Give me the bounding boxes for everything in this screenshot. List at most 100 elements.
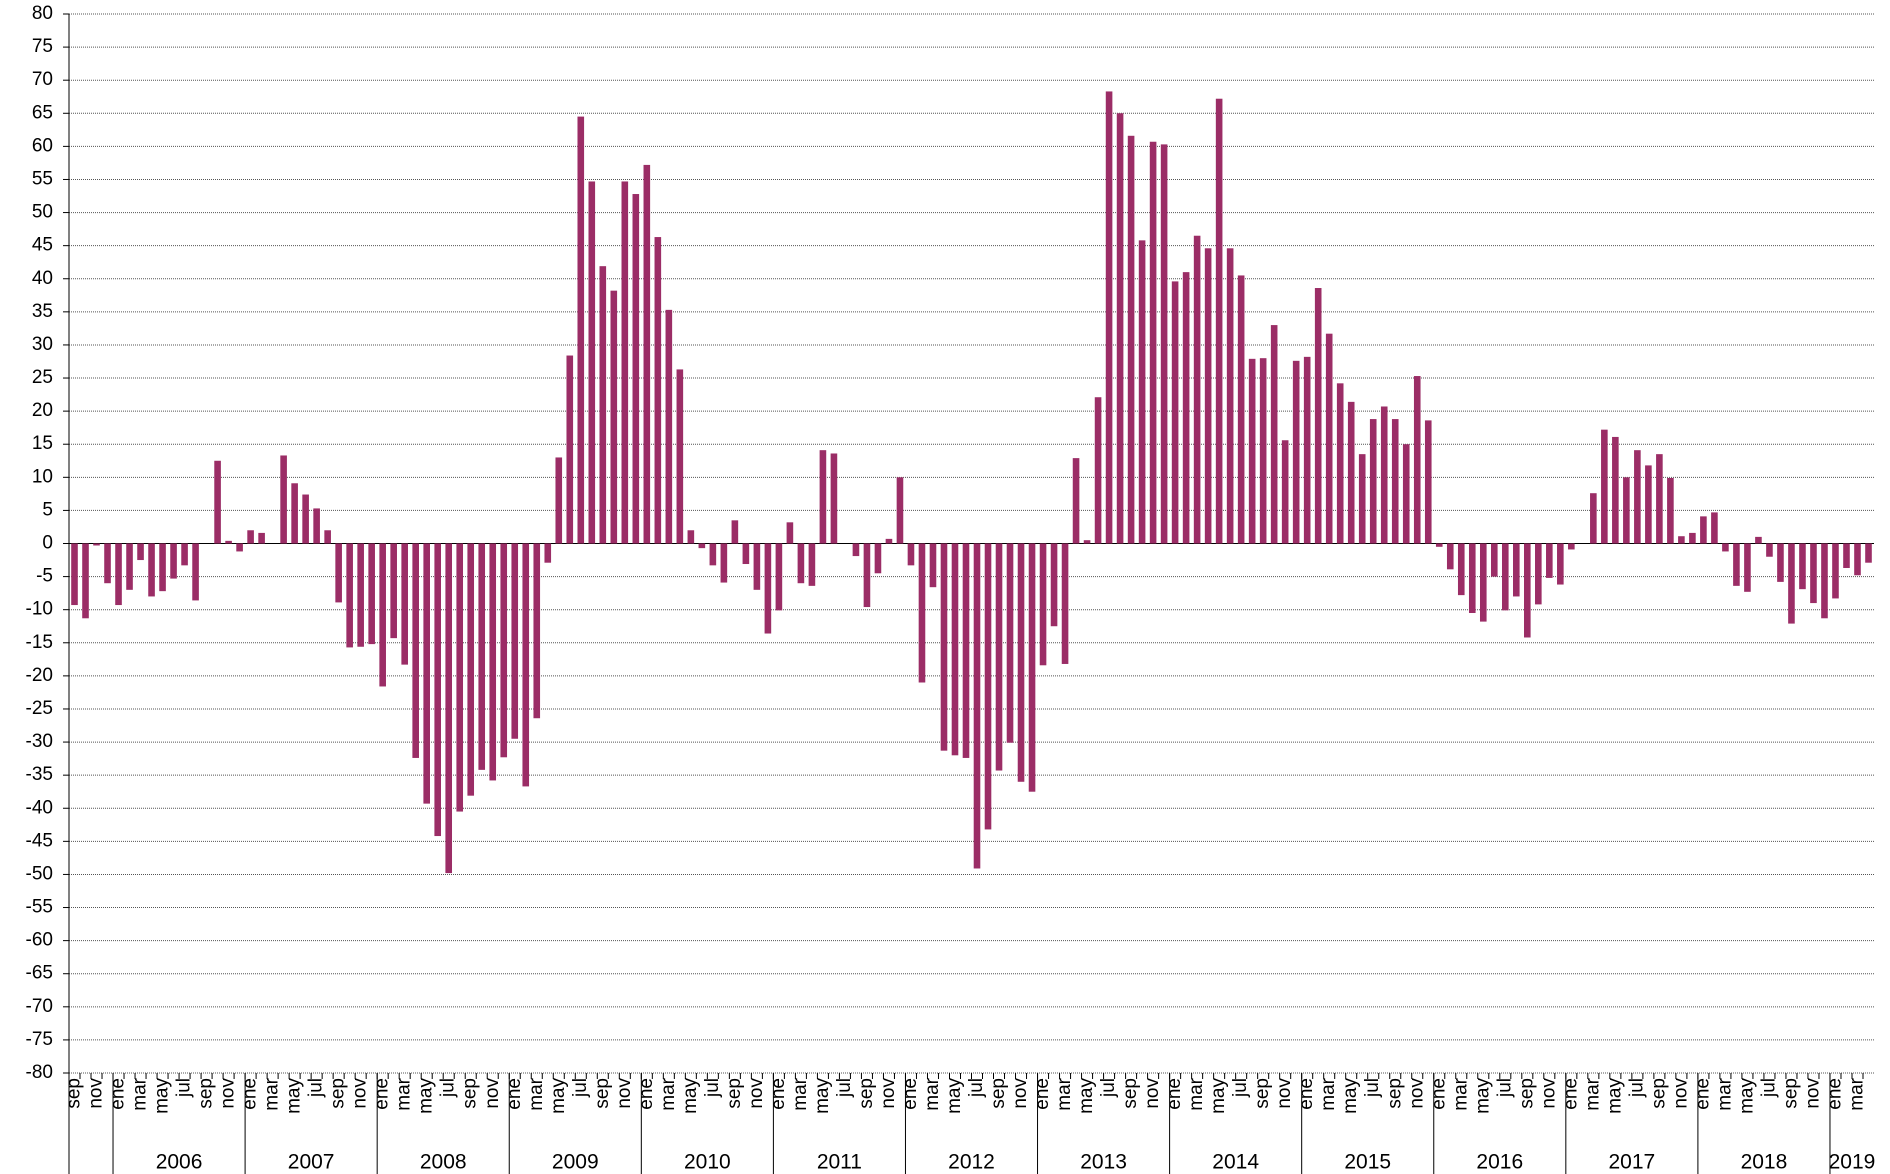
x-tick-label: nov [1538,1078,1559,1109]
bar [1138,240,1146,544]
x-tick-label: mar [1847,1077,1868,1110]
bar [313,508,320,544]
bar [1788,543,1795,624]
x-tick-label: nov [350,1078,371,1109]
bar [808,543,816,586]
x-tick-label: jul [1494,1078,1515,1098]
y-tick-label: 5 [42,499,53,520]
bar [786,522,794,544]
bar [1535,543,1542,605]
x-tick-label: may [1472,1078,1493,1114]
bar [401,543,408,665]
bar [1634,450,1641,544]
bar [1303,356,1311,544]
bar [973,543,981,869]
x-tick-label: sep [1780,1078,1801,1109]
y-tick-label: 10 [32,466,53,487]
bar [544,543,552,563]
bar [1017,543,1025,782]
x-tick-label: ene [1296,1078,1317,1110]
bar [478,543,486,770]
bar [775,543,783,611]
bar [1006,543,1014,743]
x-tick-label: sep [1120,1078,1141,1109]
bar [731,520,739,544]
x-tick-label: nov [482,1078,503,1109]
bar [1755,536,1762,544]
bar [1237,275,1245,544]
bar [302,494,309,544]
bar [1094,397,1102,544]
x-tick-label: may [1736,1078,1757,1114]
bar [522,543,530,787]
x-tick-label: may [152,1078,173,1114]
bar [258,532,265,544]
y-tick-label: 40 [32,268,53,289]
bar [819,450,827,544]
y-tick-label: -40 [26,797,53,818]
bar [1590,493,1597,544]
bar [1039,543,1047,666]
x-tick-label: may [944,1078,965,1114]
y-tick-label: -70 [26,996,53,1017]
bar [1336,383,1344,544]
bar [643,164,651,544]
x-tick-label: ene [108,1078,129,1110]
x-tick-label: nov [218,1078,239,1109]
x-tick-label: ene [504,1078,525,1110]
bar [236,543,243,552]
bar [1424,420,1432,544]
bar [1777,543,1784,582]
x-tick-label: nov [1010,1078,1031,1109]
bar [1281,440,1289,544]
x-tick-label: sep [1516,1078,1537,1109]
x-tick-label: mar [394,1077,415,1110]
bar [940,543,948,751]
x-tick-label: nov [1142,1078,1163,1109]
bar [1832,543,1839,599]
x-tick-label: mar [790,1077,811,1110]
x-tick-label: sep [460,1078,481,1109]
x-tick-label: ene [1560,1078,1581,1110]
bar [1369,419,1377,544]
x-tick-label: nov [878,1078,899,1109]
bar [1259,358,1267,544]
x-tick-label: nov [1802,1078,1823,1109]
x-tick-label: jul [438,1078,459,1098]
year-label: 2008 [420,1151,467,1174]
bar [1700,516,1707,544]
bar [1314,288,1322,544]
y-tick-label: -25 [26,698,53,719]
bar [874,543,882,574]
x-tick-label: jul [702,1078,723,1098]
bar [1171,281,1179,544]
bar [720,543,728,583]
bar [412,543,419,758]
bar [863,543,871,608]
year-label: 2011 [817,1151,862,1174]
bar [1733,543,1740,586]
x-tick-label: jul [1098,1078,1119,1098]
x-tick-label: sep [64,1078,85,1109]
bar [148,543,155,597]
y-tick-label: 45 [32,235,53,256]
bar [984,543,992,830]
x-tick-label: jul [174,1078,195,1098]
y-tick-label: 0 [42,533,53,554]
bar [1105,91,1113,544]
bar [555,457,563,544]
bar [423,543,430,804]
bar [1127,135,1135,544]
x-tick-label: mar [1186,1077,1207,1110]
x-tick-label: mar [658,1077,679,1110]
x-tick-label: mar [1318,1077,1339,1110]
bar [1182,272,1190,544]
bar [170,543,177,579]
bar [1645,465,1652,544]
x-tick-label: mar [1582,1077,1603,1110]
x-tick-label: mar [1450,1077,1471,1110]
bar [93,543,100,546]
bar [368,543,375,645]
bar [456,543,464,812]
bar [1226,248,1234,544]
